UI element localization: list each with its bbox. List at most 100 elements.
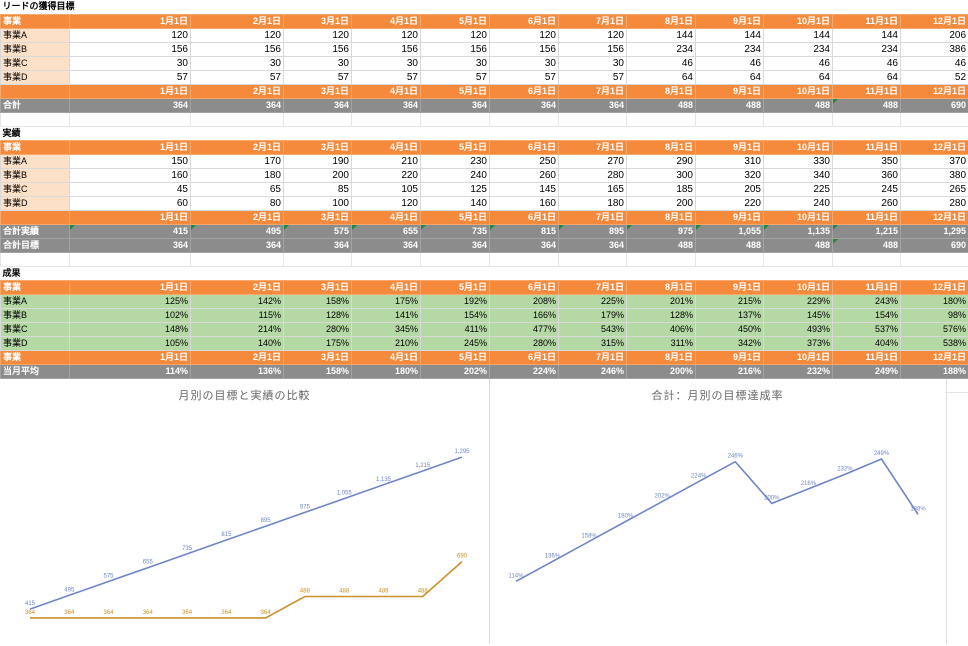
value-cell[interactable]: 538% [901, 336, 968, 350]
value-cell[interactable]: 180% [901, 294, 968, 308]
row-label-cell[interactable]: 事業C [1, 56, 70, 70]
value-cell[interactable]: 370 [901, 154, 968, 168]
value-cell[interactable]: 64 [627, 70, 696, 84]
month-header-cell[interactable]: 9月1日 [696, 140, 764, 154]
value-cell[interactable]: 411% [421, 322, 490, 336]
month-header-cell[interactable]: 5月1日 [421, 14, 490, 28]
value-cell[interactable]: 488 [764, 98, 833, 112]
value-cell[interactable]: 270 [559, 154, 627, 168]
cell[interactable] [70, 112, 191, 126]
value-cell[interactable]: 144 [764, 28, 833, 42]
value-cell[interactable]: 140% [191, 336, 284, 350]
value-cell[interactable]: 30 [559, 56, 627, 70]
month-header-cell[interactable]: 7月1日 [559, 350, 627, 364]
section-title[interactable]: 実績 [1, 126, 968, 140]
value-cell[interactable]: 156 [490, 42, 559, 56]
month-header-cell[interactable]: 9月1日 [696, 280, 764, 294]
value-cell[interactable]: 488 [696, 98, 764, 112]
value-cell[interactable]: 240 [764, 196, 833, 210]
value-cell[interactable]: 210% [352, 336, 421, 350]
value-cell[interactable]: 364 [421, 98, 490, 112]
value-cell[interactable]: 102% [70, 308, 191, 322]
value-cell[interactable]: 364 [352, 98, 421, 112]
value-cell[interactable]: 364 [70, 238, 191, 252]
month-header-cell[interactable]: 4月1日 [352, 84, 421, 98]
value-cell[interactable]: 364 [559, 98, 627, 112]
value-cell[interactable]: 140 [421, 196, 490, 210]
value-cell[interactable]: 105% [70, 336, 191, 350]
cell[interactable] [901, 252, 968, 266]
value-cell[interactable]: 380 [901, 168, 968, 182]
value-cell[interactable]: 175% [284, 336, 352, 350]
value-cell[interactable]: 201% [627, 294, 696, 308]
row-label-cell[interactable]: 事業B [1, 168, 70, 182]
value-cell[interactable]: 220 [696, 196, 764, 210]
value-cell[interactable]: 30 [421, 56, 490, 70]
value-cell[interactable]: 243% [833, 294, 901, 308]
cell[interactable] [284, 112, 352, 126]
value-cell[interactable]: 160 [490, 196, 559, 210]
value-cell[interactable]: 120 [70, 28, 191, 42]
cell[interactable] [191, 252, 284, 266]
value-cell[interactable]: 64 [833, 70, 901, 84]
value-cell[interactable]: 342% [696, 336, 764, 350]
month-header-cell[interactable]: 7月1日 [559, 84, 627, 98]
cell[interactable] [352, 252, 421, 266]
cell[interactable] [764, 112, 833, 126]
value-cell[interactable]: 488 [627, 98, 696, 112]
value-cell[interactable]: 364 [191, 238, 284, 252]
value-cell[interactable]: 100 [284, 196, 352, 210]
month-header-cell[interactable]: 3月1日 [284, 350, 352, 364]
row-label-cell[interactable]: 事業 [1, 14, 70, 28]
value-cell[interactable]: 975 [627, 224, 696, 238]
value-cell[interactable]: 114% [70, 364, 191, 378]
value-cell[interactable]: 364 [559, 238, 627, 252]
month-header-cell[interactable]: 4月1日 [352, 350, 421, 364]
value-cell[interactable]: 655 [352, 224, 421, 238]
value-cell[interactable]: 128% [284, 308, 352, 322]
value-cell[interactable]: 45 [70, 182, 191, 196]
value-cell[interactable]: 98% [901, 308, 968, 322]
value-cell[interactable]: 234 [833, 42, 901, 56]
value-cell[interactable]: 179% [559, 308, 627, 322]
value-cell[interactable]: 224% [490, 364, 559, 378]
month-header-cell[interactable]: 5月1日 [421, 84, 490, 98]
value-cell[interactable]: 57 [284, 70, 352, 84]
value-cell[interactable]: 141% [352, 308, 421, 322]
value-cell[interactable]: 105 [352, 182, 421, 196]
month-header-cell[interactable]: 11月1日 [833, 210, 901, 224]
value-cell[interactable]: 220 [352, 168, 421, 182]
value-cell[interactable]: 406% [627, 322, 696, 336]
month-header-cell[interactable]: 2月1日 [191, 84, 284, 98]
value-cell[interactable]: 165 [559, 182, 627, 196]
month-header-cell[interactable]: 3月1日 [284, 14, 352, 28]
value-cell[interactable]: 364 [352, 238, 421, 252]
cell[interactable] [627, 252, 696, 266]
value-cell[interactable]: 120 [284, 28, 352, 42]
value-cell[interactable]: 364 [70, 98, 191, 112]
value-cell[interactable]: 315% [559, 336, 627, 350]
value-cell[interactable]: 144 [833, 28, 901, 42]
value-cell[interactable]: 80 [191, 196, 284, 210]
value-cell[interactable]: 245% [421, 336, 490, 350]
row-label-cell[interactable] [1, 84, 70, 98]
month-header-cell[interactable]: 11月1日 [833, 84, 901, 98]
month-header-cell[interactable]: 6月1日 [490, 14, 559, 28]
value-cell[interactable]: 125 [421, 182, 490, 196]
row-label-cell[interactable]: 事業 [1, 350, 70, 364]
month-header-cell[interactable]: 11月1日 [833, 140, 901, 154]
value-cell[interactable]: 690 [901, 238, 968, 252]
month-header-cell[interactable]: 10月1日 [764, 140, 833, 154]
row-label-cell[interactable]: 事業D [1, 196, 70, 210]
value-cell[interactable]: 225% [559, 294, 627, 308]
row-label-cell[interactable]: 事業A [1, 154, 70, 168]
value-cell[interactable]: 488 [627, 238, 696, 252]
month-header-cell[interactable]: 5月1日 [421, 350, 490, 364]
month-header-cell[interactable]: 11月1日 [833, 350, 901, 364]
month-header-cell[interactable]: 1月1日 [70, 210, 191, 224]
value-cell[interactable]: 260 [490, 168, 559, 182]
value-cell[interactable]: 364 [191, 98, 284, 112]
month-header-cell[interactable]: 3月1日 [284, 140, 352, 154]
value-cell[interactable]: 46 [901, 56, 968, 70]
month-header-cell[interactable]: 9月1日 [696, 14, 764, 28]
